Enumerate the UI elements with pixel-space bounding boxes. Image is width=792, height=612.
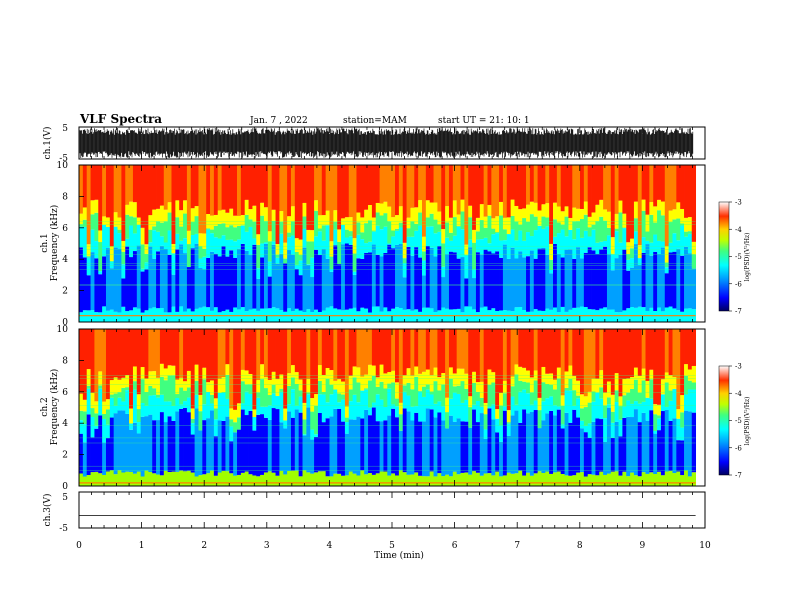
colorbar-tick-label: -6 [735, 444, 742, 452]
date-label: Jan. 7 , 2022 [249, 116, 308, 126]
ch1-waveform-ytick-bottom: -5 [59, 154, 68, 164]
spectrogram-ytick-label: 2 [62, 451, 68, 461]
ch2-spectrogram-image [79, 329, 697, 486]
ch1-spectrogram-ylabel-line1: ch.1 [40, 233, 50, 252]
start-time-label: start UT = 21: 10: 1 [438, 116, 530, 126]
spectrogram-ytick-label: 0 [62, 482, 68, 492]
colorbar-tick-label: -4 [735, 390, 742, 398]
colorbar-tick-label: -3 [735, 199, 742, 207]
spectrogram-ytick-label: 8 [62, 356, 68, 366]
time-axis-tick-label: 1 [139, 541, 145, 551]
ch1-spectrogram-ylabel-line2: Frequency (kHz) [49, 205, 60, 282]
time-axis-label: Time (min) [374, 550, 424, 561]
colorbar-tick-label: -5 [735, 417, 742, 425]
ch2-colorbar: -3 -4 -5 -6 -7 log(PSD)(V²/Hz) [718, 363, 751, 480]
ch2-colorbar-label: log(PSD)(V²/Hz) [744, 397, 751, 446]
ch2-spectrogram-ylabel-line2: Frequency (kHz) [49, 369, 60, 446]
ch3-waveform-ytick-top: 5 [62, 493, 68, 503]
spectrogram-ytick-label: 2 [62, 287, 68, 297]
ch1-waveform-ytick-top: 5 [62, 124, 68, 134]
ch2-colorbar-scale [718, 365, 730, 476]
spectrogram-ytick-label: 0 [62, 318, 68, 328]
colorbar-tick-label: -6 [735, 280, 742, 288]
colorbar-tick-label: -7 [735, 472, 742, 480]
spectrogram-ytick-label: 10 [57, 161, 69, 171]
spectrogram-ytick-label: 6 [62, 224, 68, 234]
ch1-waveform-ylabel: ch.1(V) [42, 127, 53, 160]
ch2-spectrogram-ylabel-line1: ch.2 [40, 397, 50, 416]
ch1-colorbar-scale [718, 201, 730, 312]
colorbar-tick-label: -5 [735, 253, 742, 261]
time-axis-tick-label: 2 [201, 541, 207, 551]
ch1-spectrogram-image [79, 165, 697, 322]
time-axis-tick-label: 5 [389, 541, 395, 551]
ch2-spectrogram-panel: ch.2 Frequency (kHz) 0 2 4 6 8 10 [40, 325, 706, 492]
time-axis-tick-label: 10 [699, 541, 711, 551]
time-axis-ticks [78, 127, 706, 528]
time-axis-tick-label: 0 [76, 541, 82, 551]
time-axis-tick-label: 3 [264, 541, 270, 551]
colorbar-tick-label: -7 [735, 308, 742, 316]
colorbar-tick-label: -4 [735, 226, 742, 234]
ch1-waveform-trace [79, 128, 694, 158]
ch3-waveform-ytick-bottom: -5 [59, 524, 68, 534]
figure-title: VLF Spectra [79, 112, 162, 126]
station-label: station=MAM [343, 116, 407, 126]
spectrogram-ytick-label: 4 [62, 255, 68, 265]
time-axis-tick-label: 9 [640, 541, 646, 551]
ch3-waveform-ylabel: ch.3(V) [42, 494, 53, 527]
spectrogram-ytick-label: 8 [62, 192, 68, 202]
ch1-colorbar-label: log(PSD)(V²/Hz) [744, 233, 751, 282]
spectrogram-ytick-label: 4 [62, 419, 68, 429]
time-axis-tick-label: 4 [327, 541, 333, 551]
colorbar-tick-label: -3 [735, 363, 742, 371]
spectrogram-ytick-label: 6 [62, 388, 68, 398]
time-axis-tick-labels: 0 1 2 3 4 5 6 7 8 9 10 [76, 541, 711, 551]
time-axis-tick-label: 6 [452, 541, 458, 551]
ch1-colorbar: -3 -4 -5 -6 -7 log(PSD)(V²/Hz) [718, 199, 751, 316]
ch1-spectrogram-panel: ch.1 Frequency (kHz) 0 2 4 6 8 10 [40, 161, 706, 328]
spectrogram-ytick-label: 10 [57, 325, 69, 335]
time-axis-tick-label: 8 [577, 541, 583, 551]
time-axis-tick-label: 7 [514, 541, 520, 551]
